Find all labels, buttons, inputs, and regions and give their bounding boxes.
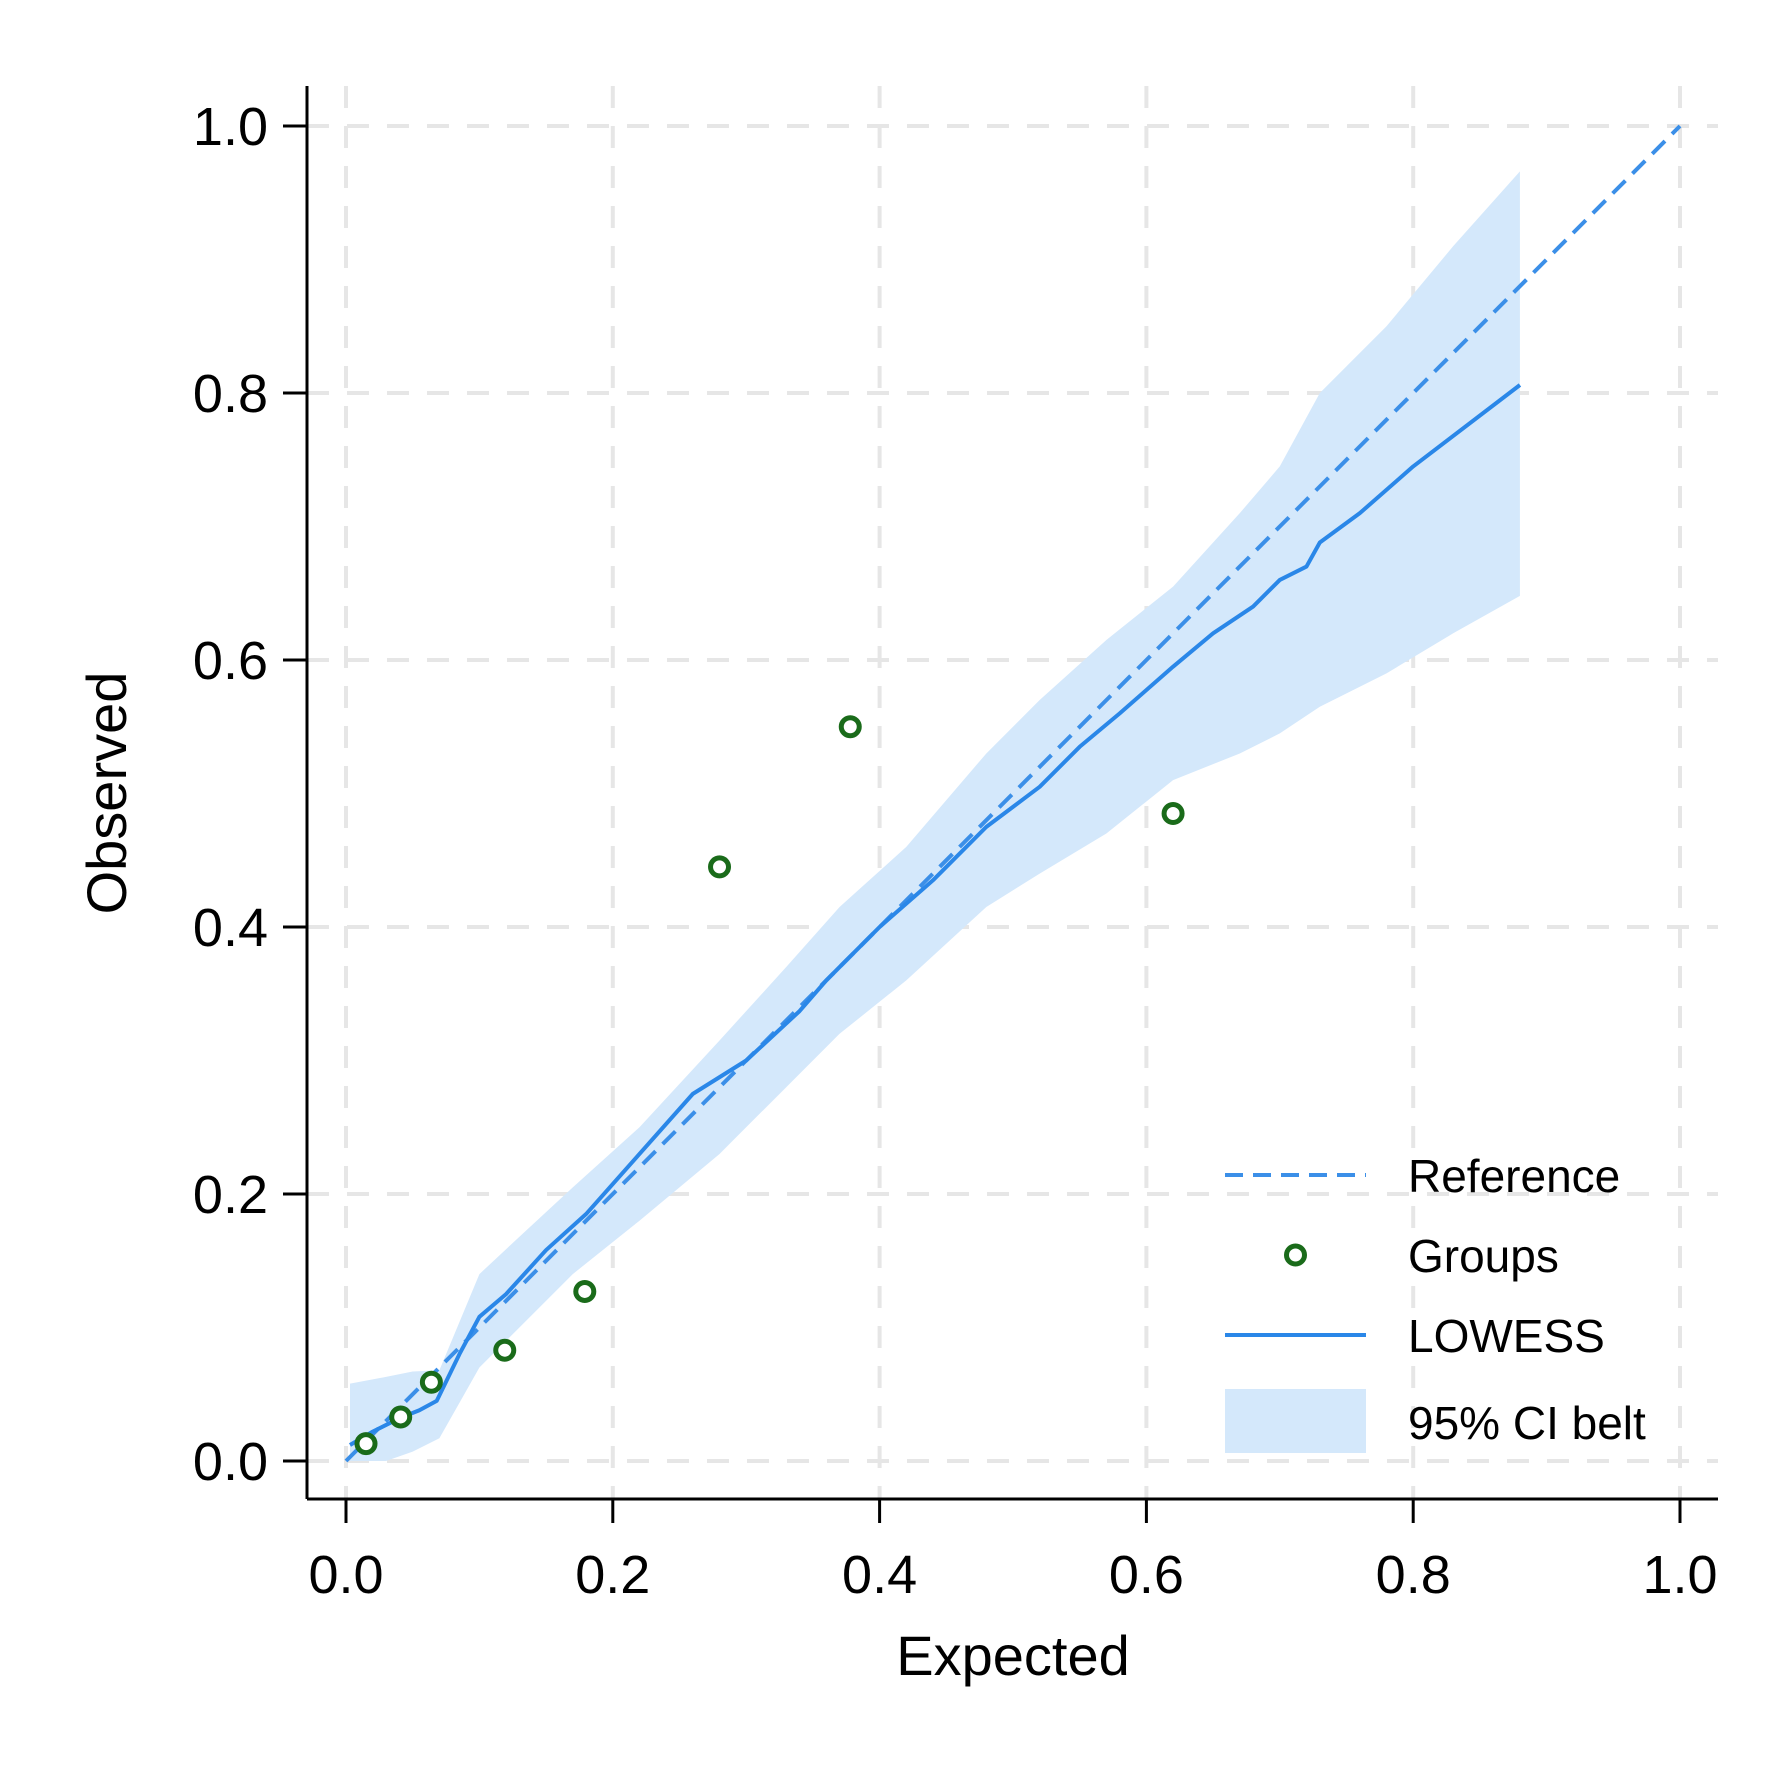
x-tick-label: 0.6 — [1109, 1545, 1184, 1605]
y-tick-label: 0.4 — [193, 898, 268, 958]
group-point — [419, 1370, 443, 1394]
group-point — [354, 1432, 378, 1456]
group-point — [573, 1279, 597, 1303]
y-tick-label: 0.6 — [193, 631, 268, 691]
legend: Reference Groups LOWESS 95% CI belt — [1225, 1150, 1646, 1453]
lowess-line-layer — [348, 383, 1522, 1447]
reference-line — [344, 124, 1682, 1463]
lowess-line — [348, 383, 1522, 1447]
y-tick-label: 1.0 — [193, 97, 268, 157]
legend-groups-swatch — [1284, 1243, 1307, 1267]
y-tick-label: 0.0 — [193, 1432, 268, 1492]
group-points-layer — [354, 715, 1185, 1456]
legend-ci-belt-swatch — [1225, 1389, 1366, 1453]
legend-label: 95% CI belt — [1408, 1397, 1646, 1449]
reference-line-layer — [344, 124, 1682, 1463]
x-axis-title: Expected — [896, 1624, 1130, 1687]
group-point — [838, 715, 862, 739]
x-tick-label: 0.4 — [842, 1545, 917, 1605]
legend-label: Reference — [1408, 1150, 1620, 1202]
ci-belt-layer — [350, 171, 1520, 1461]
x-tick-label: 1.0 — [1642, 1545, 1717, 1605]
group-point — [389, 1405, 413, 1429]
group-point — [1161, 802, 1185, 826]
x-tick-label: 0.8 — [1376, 1545, 1451, 1605]
legend-label: LOWESS — [1408, 1310, 1605, 1362]
y-tick-label: 0.8 — [193, 364, 268, 424]
ci-belt-band — [350, 171, 1520, 1461]
axes-layer: 0.0 0.2 0.4 0.6 0.8 1.0 0.0 0.2 0.4 0.6 0.8 1.0 Expe… — [75, 86, 1718, 1687]
group-point — [708, 855, 732, 879]
group-point — [493, 1338, 517, 1362]
x-tick-label: 0.2 — [575, 1545, 650, 1605]
x-tick-label: 0.0 — [308, 1545, 383, 1605]
legend-label: Groups — [1408, 1230, 1559, 1282]
y-axis-title: Observed — [75, 672, 138, 915]
y-tick-label: 0.2 — [193, 1165, 268, 1225]
